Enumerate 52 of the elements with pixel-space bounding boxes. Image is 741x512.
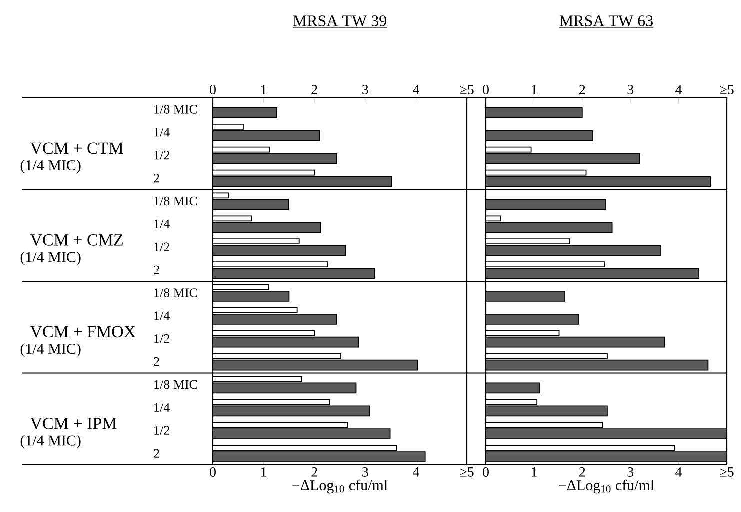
x-tick-label: 4 [412,468,420,477]
chart-title: MRSA TW 39 [293,16,386,26]
x-tick-label: ≥5 [460,468,474,477]
text: VCM + FMOX [30,326,136,338]
x2-tick-label: 1 [262,85,266,94]
x-tick-label: 1 [532,468,537,477]
chart-title: MRSA TW 63 [560,16,653,26]
y-tick-label: 1/2 [154,150,170,160]
x2-tick-label: 4 [676,85,682,94]
y-tick-label: 1/8 MIC [154,288,198,298]
x-tick-label: ≥5 [720,468,734,477]
x-tick-label: 0 [483,468,489,477]
y-tick-label: 1/4 [154,220,170,229]
x2-tick-label: ≥5 [460,85,474,94]
y-tick-label: 1/2 [154,426,170,435]
x-axis-title: −ΔLog$_{10}$ cfu/ml [292,480,388,494]
x2-tick-label: 2 [312,85,318,94]
y-tick-label: 1/8 MIC [154,196,198,206]
y-tick-label: 1/4 [154,403,170,412]
x-tick-label: 2 [312,468,318,477]
x2-tick-label: 1 [532,85,537,94]
y-tick-label: 2 [154,174,160,183]
x-tick-label: 1 [262,468,266,477]
x2-tick-label: 0 [483,85,489,94]
y-tick-label: 2 [154,266,160,274]
y-tick-label: 1/2 [154,334,170,344]
y-tick-label: 1/8 MIC [154,105,198,114]
text: VCM + IPM [30,418,117,430]
y-tick-label: 1/4 [154,128,170,137]
text: VCM + CMZ [30,234,123,246]
x2-tick-label: 2 [580,85,586,94]
x2-tick-label: ≥5 [720,85,734,94]
y-tick-label: 2 [154,449,160,458]
text: (1/4 MIC) [20,252,81,266]
y-tick-label: 2 [154,357,160,366]
y-tick-label: 1/2 [154,242,170,252]
x-tick-label: 0 [210,468,216,477]
x2-tick-label: 4 [412,85,420,94]
x-tick-label: 3 [628,468,634,477]
text: VCM + CTM [30,142,124,154]
x-tick-label: 2 [580,468,586,477]
x2-tick-label: 0 [210,85,216,94]
y-tick-label: 1/4 [154,312,170,320]
text: (1/4 MIC) [20,435,81,449]
y-tick-label: 1/8 MIC [154,380,198,390]
x-axis-title: −ΔLog$_{10}$ cfu/ml [559,480,654,494]
x-tick-label: 3 [362,468,368,477]
text: (1/4 MIC) [20,160,81,174]
x2-tick-label: 3 [362,85,368,94]
x2-tick-label: 3 [628,85,634,94]
x-tick-label: 4 [676,468,682,477]
text: (1/4 MIC) [20,344,81,358]
